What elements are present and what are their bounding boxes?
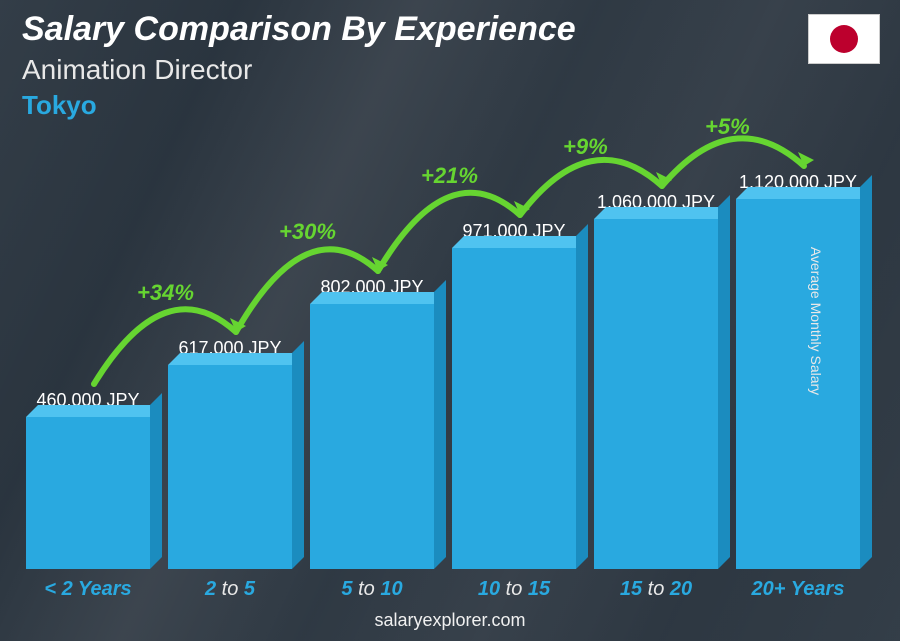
x-axis-category: 5 to 10: [310, 578, 434, 601]
bar: [26, 417, 150, 569]
x-axis-labels: < 2 Years 2 to 5 5 to 10 10 to 15 15 to 20 20…: [26, 578, 860, 601]
chart-title: Salary Comparison By Experience: [22, 10, 576, 49]
bar: [168, 365, 292, 569]
bar: [452, 248, 576, 569]
bar: [736, 199, 860, 569]
bar-group: 460,000 JPY: [26, 390, 150, 569]
x-axis-category: 2 to 5: [168, 578, 292, 601]
bar-group: 617,000 JPY: [168, 338, 292, 569]
x-axis-category: 20+ Years: [736, 578, 860, 601]
x-axis-category: 15 to 20: [594, 578, 718, 601]
bar-group: 802,000 JPY: [310, 277, 434, 569]
x-axis-category: 10 to 15: [452, 578, 576, 601]
x-axis-category: < 2 Years: [26, 578, 150, 601]
bar-group: 1,060,000 JPY: [594, 192, 718, 569]
y-axis-label: Average Monthly Salary: [808, 246, 824, 394]
bar: [310, 304, 434, 569]
chart-subtitle: Animation Director: [22, 54, 252, 86]
flag-dot-icon: [830, 25, 858, 53]
chart-location: Tokyo: [22, 90, 97, 121]
flag-japan: [808, 14, 880, 64]
bar-group: 1,120,000 JPY: [736, 172, 860, 569]
bar-group: 971,000 JPY: [452, 221, 576, 569]
bar: [594, 219, 718, 569]
source-attribution: salaryexplorer.com: [0, 610, 900, 631]
bar-chart: 460,000 JPY617,000 JPY802,000 JPY971,000…: [26, 130, 860, 569]
